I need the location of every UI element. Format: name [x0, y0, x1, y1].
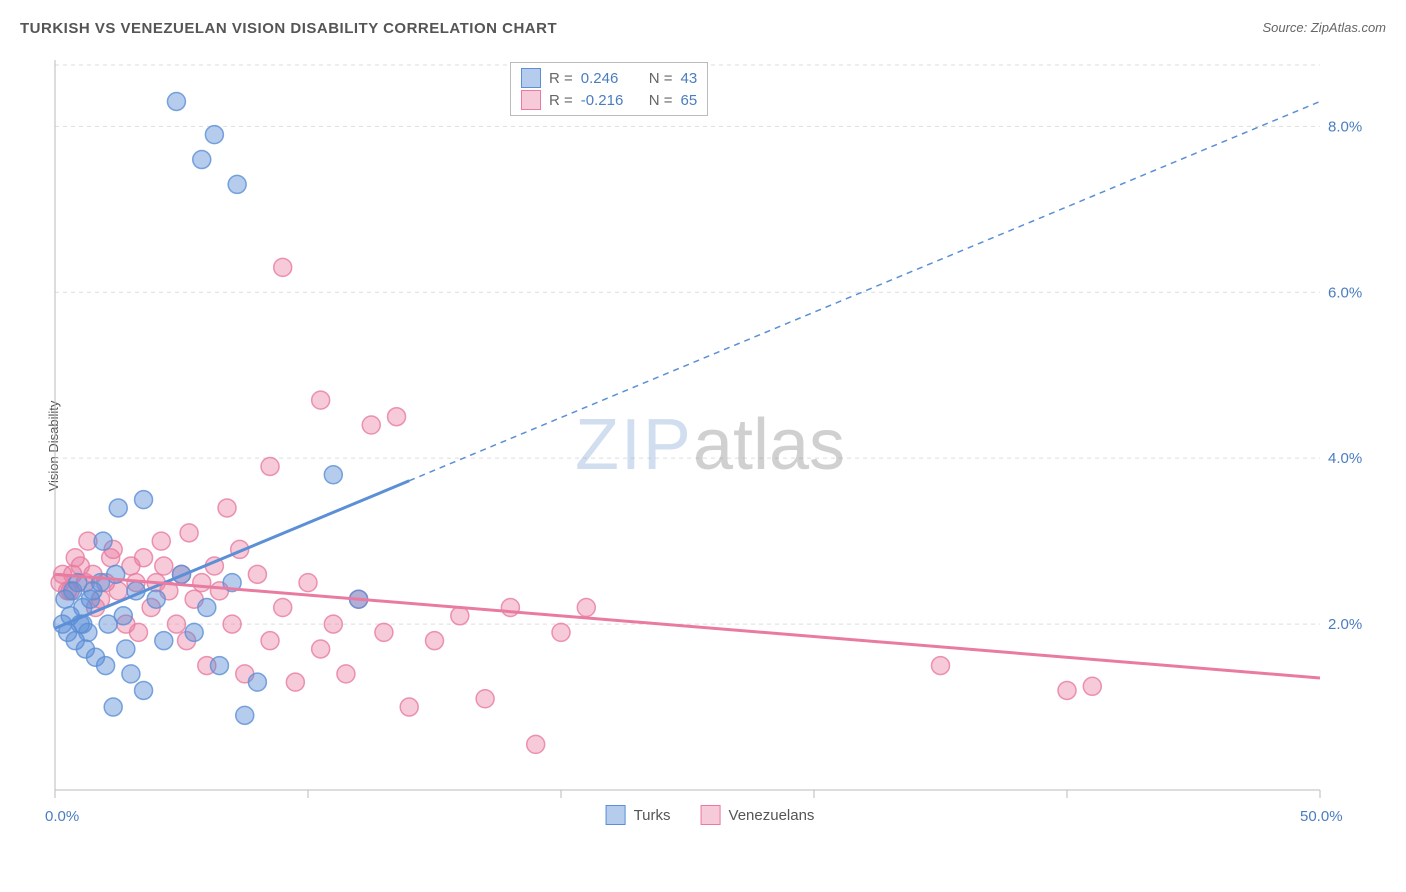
legend-r-label: R = [549, 70, 573, 87]
correlation-legend: R = 0.246 N = 43 R = -0.216 N = 65 [510, 62, 708, 116]
legend-n-value: 43 [681, 70, 698, 87]
legend-n-value: 65 [681, 92, 698, 109]
legend-swatch [521, 68, 541, 88]
legend-n-label: N = [649, 92, 673, 109]
chart-plot-area: 2.0%4.0%6.0%8.0% ZIPatlas R =0.246N =43R… [50, 50, 1370, 840]
legend-r-value: 0.246 [581, 70, 641, 87]
chart-title: TURKISH VS VENEZUELAN VISION DISABILITY … [20, 20, 557, 37]
svg-text:6.0%: 6.0% [1328, 284, 1362, 301]
svg-text:8.0%: 8.0% [1328, 118, 1362, 135]
legend-swatch [606, 805, 626, 825]
legend-r-label: R = [549, 92, 573, 109]
source-label: Source: ZipAtlas.com [1262, 20, 1386, 35]
legend-n-label: N = [649, 70, 673, 87]
x-axis-min-label: 0.0% [45, 808, 79, 825]
legend-row: R = 0.246 N = 43 [521, 67, 697, 89]
legend-swatch [701, 805, 721, 825]
svg-text:2.0%: 2.0% [1328, 616, 1362, 633]
x-axis-max-label: 50.0% [1300, 808, 1343, 825]
series-legend: Turks Venezuelans [606, 805, 815, 825]
legend-swatch [521, 90, 541, 110]
series-name: Venezuelans [729, 807, 815, 824]
legend-r-value: -0.216 [581, 92, 641, 109]
svg-text:4.0%: 4.0% [1328, 450, 1362, 467]
chart-svg: 2.0% 4.0% 6.0% 8.0% [50, 50, 1370, 840]
series-legend-item: Turks [606, 805, 671, 825]
legend-row: R = -0.216 N = 65 [521, 89, 697, 111]
series-legend-item: Venezuelans [701, 805, 815, 825]
series-name: Turks [634, 807, 671, 824]
